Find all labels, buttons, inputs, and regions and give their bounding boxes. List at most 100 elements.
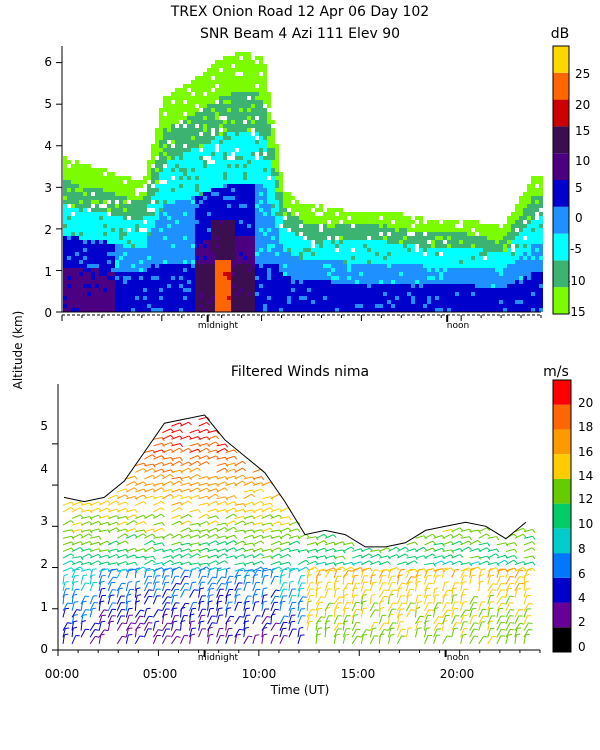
snr-cell [443,292,447,296]
snr-cell [323,304,327,308]
snr-cell [99,284,103,288]
snr-cell [183,248,187,252]
wind-barb-staff [89,636,96,645]
snr-cell [179,256,183,260]
snr-cell [351,212,355,216]
wind-barb [153,521,165,526]
wind-barb [152,634,161,645]
snr-cell [255,264,259,268]
snr-cell [507,220,511,224]
snr-cell [147,244,151,248]
snr-cell [259,64,263,68]
snr-cell [175,144,179,148]
snr-cell [295,304,299,308]
snr-cell [99,264,103,268]
snr-cell [223,288,227,292]
snr-cell [415,236,419,240]
snr-cell [155,164,159,168]
snr-cell [295,244,299,248]
snr-cell [183,180,187,184]
snr-cell [191,244,195,248]
snr-cell [331,240,335,244]
snr-cell [235,212,239,216]
snr-cell [539,248,543,252]
snr-cell [123,188,127,192]
snr-cell [159,236,163,240]
snr-cell [87,308,91,312]
snr-cell [147,284,151,288]
snr-cell [343,240,347,244]
snr-cell [279,304,283,308]
snr-cell [231,220,235,224]
snr-cell [119,220,123,224]
snr-cell [191,156,195,160]
wind-barb [143,607,151,618]
wind-barb-staff [89,528,99,533]
snr-cell [267,196,271,200]
wind-barb-staff [134,582,137,592]
snr-cell [215,276,219,280]
wind-barb-feather [88,553,93,558]
snr-cell [335,228,339,232]
snr-cell [187,176,191,180]
snr-cell [151,212,155,216]
snr-cell [307,216,311,220]
snr-cell [111,244,115,248]
snr-cell [239,52,243,56]
snr-cell [283,256,287,260]
snr-cell [343,288,347,292]
snr-cell [263,180,267,184]
snr-cell [235,124,239,128]
winds-colorbar-tick: 20 [578,396,593,410]
snr-cell [467,292,471,296]
snr-cell [535,288,539,292]
snr-cell [143,304,147,308]
snr-cell [87,200,91,204]
snr-cell [151,148,155,152]
snr-cell [315,296,319,300]
wind-barb-feather [79,566,84,570]
snr-cell [203,168,207,172]
snr-cell [115,280,119,284]
snr-cell [239,256,243,260]
snr-cell [371,264,375,268]
snr-cell [155,300,159,304]
snr-cell [255,72,259,76]
snr-cell [203,100,207,104]
snr-cell [279,276,283,280]
snr-cell [79,236,83,240]
snr-cell [487,244,491,248]
snr-cell [355,252,359,256]
snr-cell [295,208,299,212]
snr-cell [247,192,251,196]
snr-cell [479,304,483,308]
snr-cell [119,184,123,188]
snr-cell [315,264,319,268]
snr-cell [231,308,235,312]
snr-cell [215,216,219,220]
snr-cell [235,224,239,228]
snr-cell [159,248,163,252]
snr-cell [63,228,67,232]
snr-cell [459,276,463,280]
snr-cell [307,292,311,296]
snr-cell [119,308,123,312]
snr-cell [103,248,107,252]
snr-cell [491,292,495,296]
wind-barb-staff [98,582,102,592]
snr-cell [379,224,383,228]
snr-cell [167,300,171,304]
snr-cell [395,216,399,220]
snr-cell [115,264,119,268]
snr-cell [479,228,483,232]
snr-cell [131,212,135,216]
snr-cell [79,216,83,220]
snr-cell [427,228,431,232]
snr-cell [251,80,255,84]
snr-cell [139,292,143,296]
snr-cell [95,232,99,236]
snr-cell [371,292,375,296]
snr-cell [363,308,367,312]
snr-cell [435,252,439,256]
snr-cell [155,176,159,180]
